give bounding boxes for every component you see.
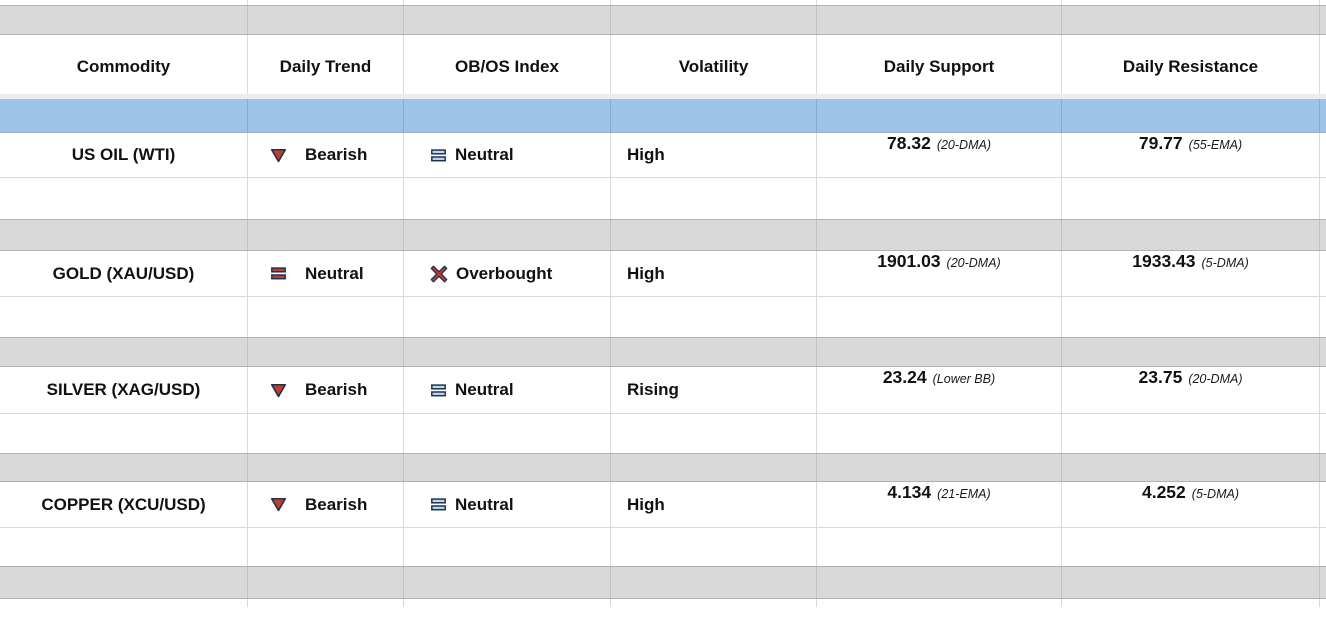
empty-row — [0, 297, 1326, 337]
obos-label: Neutral — [455, 380, 514, 399]
support-value: 23.24 — [882, 367, 927, 387]
commodity-cell[interactable]: GOLD (XAU/USD) — [0, 251, 248, 296]
commodity-cell[interactable]: COPPER (XCU/USD) — [0, 482, 248, 527]
volatility-cell[interactable]: High — [611, 133, 817, 177]
triangle-down-icon — [270, 382, 287, 399]
resistance-value: 4.252 — [1141, 482, 1186, 502]
trailing-cell — [1320, 482, 1326, 527]
daily-trend-cell[interactable]: Bearish — [248, 133, 404, 177]
daily-resistance-cell[interactable]: 23.75 (20-DMA) — [1062, 367, 1320, 413]
table-row: GOLD (XAU/USD) Neutral Overbought High 1… — [0, 251, 1326, 297]
top-spacer-row — [0, 0, 1326, 5]
resistance-basis: (5-DMA) — [1191, 487, 1239, 501]
gray-spacer-row — [0, 337, 1326, 367]
table-row: COPPER (XCU/USD) Bearish Neutral High 4.… — [0, 482, 1326, 528]
gray-spacer-row — [0, 566, 1326, 599]
double-bars-icon — [430, 496, 447, 513]
triangle-down-icon — [270, 496, 287, 513]
gray-spacer-row — [0, 219, 1326, 251]
support-value: 1901.03 — [877, 251, 941, 271]
daily-support-cell[interactable]: 23.24 (Lower BB) — [817, 367, 1062, 413]
volatility-cell[interactable]: High — [611, 482, 817, 527]
daily-resistance-cell[interactable]: 1933.43 (5-DMA) — [1062, 251, 1320, 296]
volatility-cell[interactable]: High — [611, 251, 817, 296]
obos-index-cell[interactable]: Neutral — [404, 482, 611, 527]
daily-support-cell[interactable]: 78.32 (20-DMA) — [817, 133, 1062, 177]
empty-row — [0, 528, 1326, 566]
resistance-value: 23.75 — [1138, 367, 1183, 387]
cross-x-icon — [430, 265, 448, 283]
table-row: US OIL (WTI) Bearish Neutral High 78.32 … — [0, 133, 1326, 178]
column-header-volatility[interactable]: Volatility — [611, 39, 817, 94]
table-row: SILVER (XAG/USD) Bearish Neutral Rising … — [0, 367, 1326, 414]
daily-support-cell[interactable]: 1901.03 (20-DMA) — [817, 251, 1062, 296]
double-bars-icon — [430, 147, 447, 164]
triangle-down-icon — [270, 147, 287, 164]
header-separator — [0, 94, 1326, 99]
bottom-lined-strip — [0, 599, 1326, 607]
resistance-value: 1933.43 — [1132, 251, 1196, 271]
double-bars-icon — [270, 265, 287, 282]
volatility-cell[interactable]: Rising — [611, 367, 817, 413]
gray-spacer-row — [0, 453, 1326, 482]
header-row: Commodity Daily Trend OB/OS Index Volati… — [0, 39, 1326, 94]
obos-label: Neutral — [455, 145, 514, 164]
column-header-daily-support[interactable]: Daily Support — [817, 39, 1062, 94]
commodity-cell[interactable]: US OIL (WTI) — [0, 133, 248, 177]
resistance-basis: (55-EMA) — [1188, 138, 1243, 152]
daily-resistance-cell[interactable]: 4.252 (5-DMA) — [1062, 482, 1320, 527]
column-header-obos-index[interactable]: OB/OS Index — [404, 39, 611, 94]
support-basis: (Lower BB) — [932, 372, 996, 386]
resistance-basis: (20-DMA) — [1188, 372, 1243, 386]
trend-label: Bearish — [305, 380, 368, 399]
column-header-daily-trend[interactable]: Daily Trend — [248, 39, 404, 94]
empty-row — [0, 414, 1326, 453]
obos-index-cell[interactable]: Neutral — [404, 133, 611, 177]
white-spacer-row — [0, 35, 1326, 39]
daily-trend-cell[interactable]: Neutral — [248, 251, 404, 296]
obos-label: Neutral — [455, 494, 514, 514]
obos-label: Overbought — [456, 263, 553, 283]
column-header-commodity[interactable]: Commodity — [0, 39, 248, 94]
trend-label: Bearish — [305, 494, 368, 514]
daily-support-cell[interactable]: 4.134 (21-EMA) — [817, 482, 1062, 527]
support-value: 78.32 — [887, 133, 931, 153]
support-basis: (21-EMA) — [937, 487, 991, 501]
column-header-trailing — [1320, 39, 1326, 94]
bottom-blank-area — [0, 607, 1326, 635]
trend-label: Bearish — [305, 145, 368, 164]
resistance-value: 79.77 — [1138, 133, 1183, 153]
daily-resistance-cell[interactable]: 79.77 (55-EMA) — [1062, 133, 1320, 177]
trailing-cell — [1320, 367, 1326, 413]
gray-spacer-row — [0, 5, 1326, 35]
commodity-cell[interactable]: SILVER (XAG/USD) — [0, 367, 248, 413]
support-value: 4.134 — [887, 482, 932, 502]
trailing-cell — [1320, 133, 1326, 177]
daily-trend-cell[interactable]: Bearish — [248, 482, 404, 527]
double-bars-icon — [430, 382, 447, 399]
support-basis: (20-DMA) — [946, 256, 1001, 270]
column-header-daily-resistance[interactable]: Daily Resistance — [1062, 39, 1320, 94]
empty-row — [0, 178, 1326, 219]
resistance-basis: (5-DMA) — [1201, 256, 1249, 270]
trend-label: Neutral — [305, 263, 364, 283]
trailing-cell — [1320, 251, 1326, 296]
daily-trend-cell[interactable]: Bearish — [248, 367, 404, 413]
blue-highlight-row — [0, 99, 1326, 133]
support-basis: (20-DMA) — [936, 138, 991, 152]
obos-index-cell[interactable]: Neutral — [404, 367, 611, 413]
obos-index-cell[interactable]: Overbought — [404, 251, 611, 296]
